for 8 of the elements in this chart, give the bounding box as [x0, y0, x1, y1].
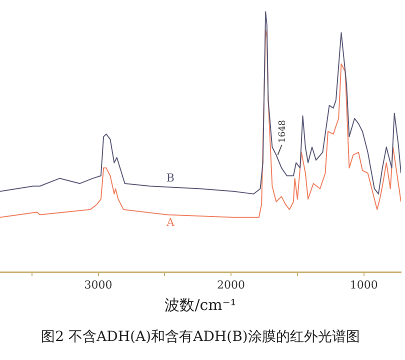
text: 图2 不含ADH(A)和含有ADH(B)涂膜的红外光谱图 [41, 329, 360, 346]
x-axis-title: 波数/cm⁻¹ [164, 296, 236, 314]
x-tick-label: 3000 [84, 278, 112, 292]
annotation: 1648 [278, 120, 288, 143]
series-label: B [166, 171, 174, 184]
x-tick-label: 1000 [350, 278, 378, 292]
series-label: A [165, 216, 176, 230]
x-tick-label: 2000 [217, 278, 246, 292]
